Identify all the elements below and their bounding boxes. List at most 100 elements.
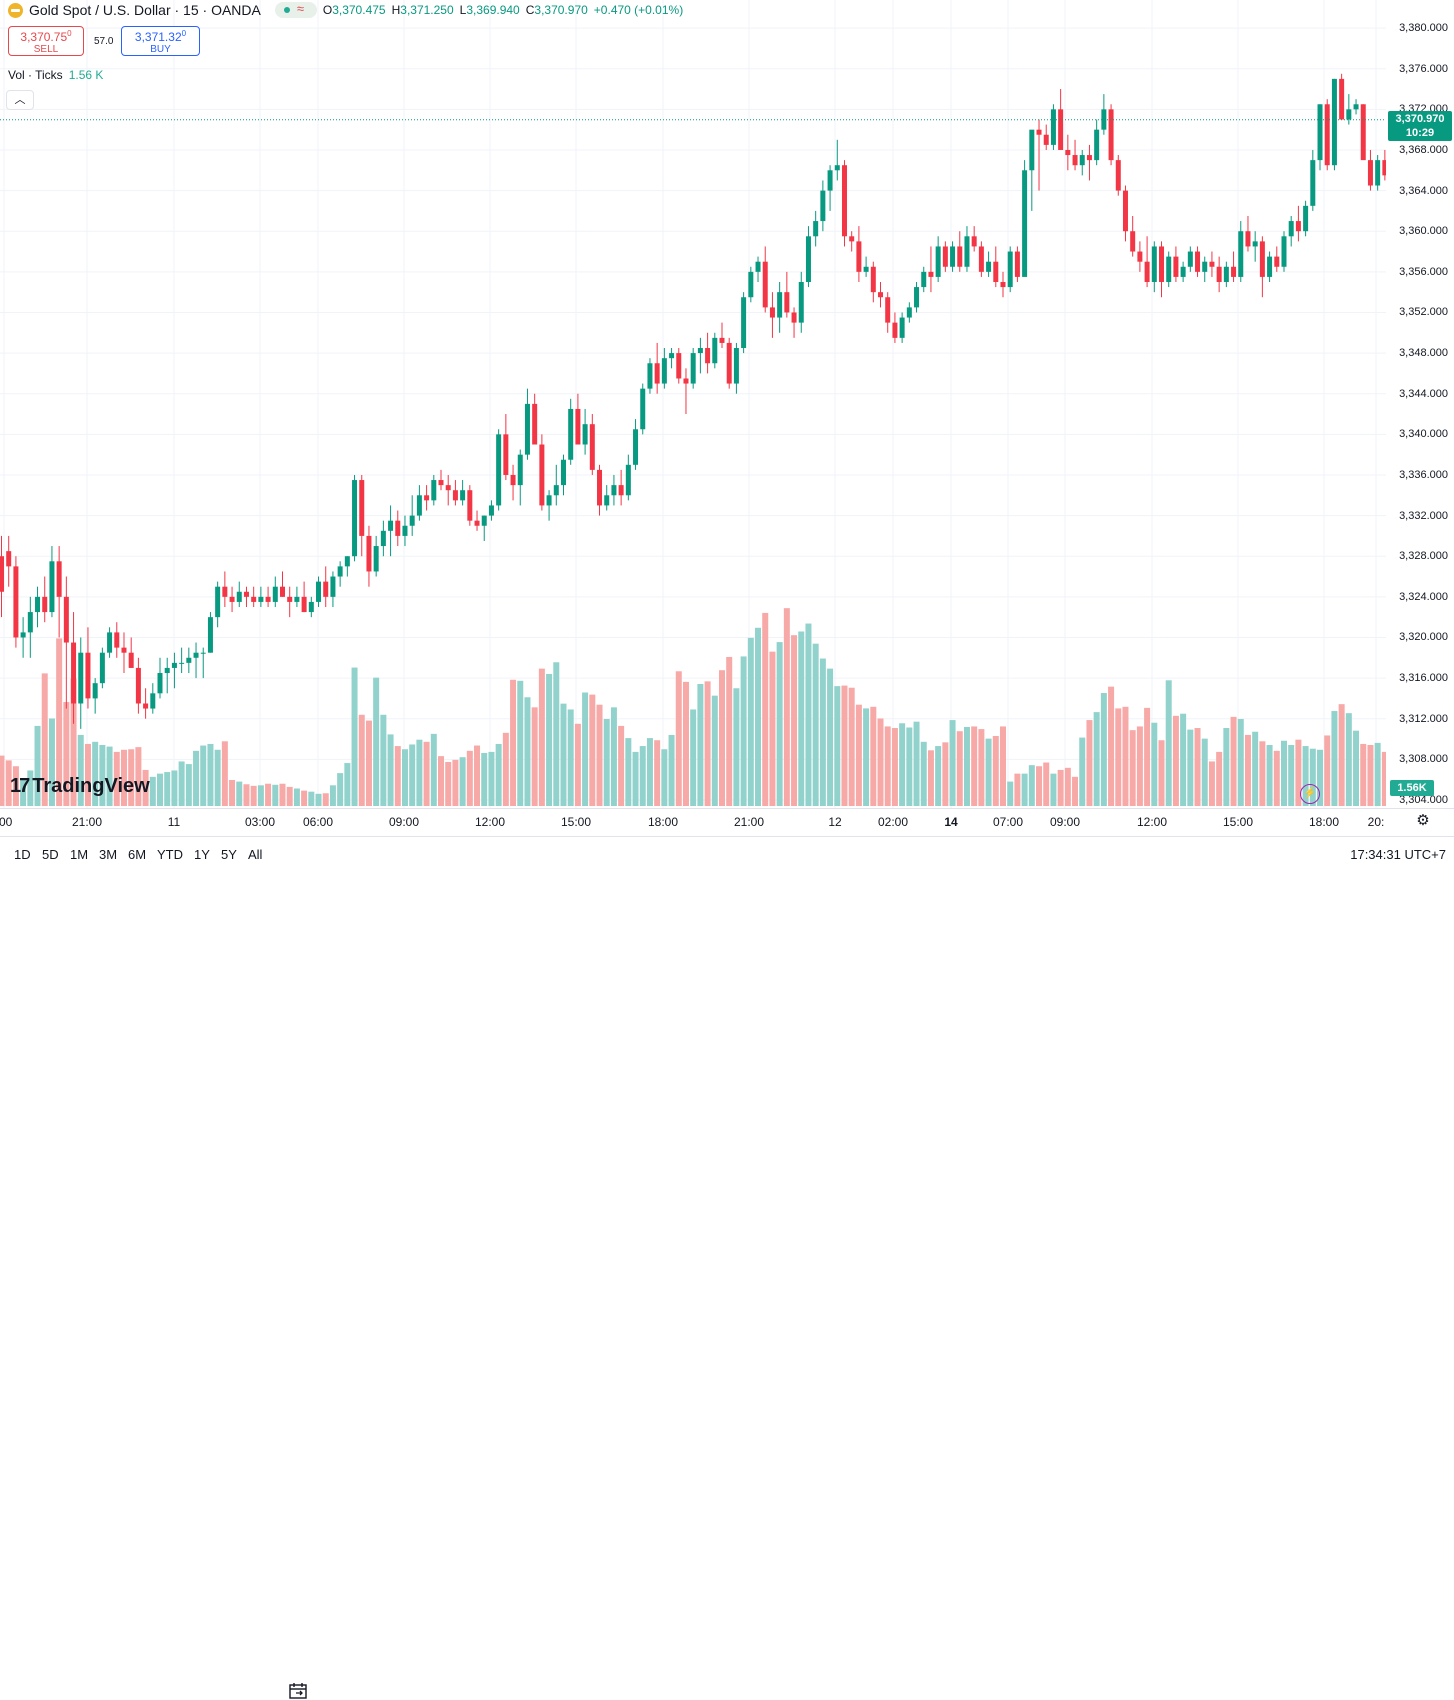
time-axis[interactable]: :00 21:00 11 03:00 06:00 09:00 12:00 15:00 18:00… — [0, 808, 1454, 836]
price-tick-label: 3,324.000 — [1399, 590, 1448, 603]
candle — [690, 348, 696, 389]
candle — [1317, 104, 1323, 171]
candle — [993, 246, 999, 288]
volume-bar — [1208, 761, 1215, 806]
grid — [0, 0, 1386, 808]
candle — [1043, 124, 1049, 150]
price-tick-label: 3,316.000 — [1399, 672, 1448, 685]
candle — [640, 383, 646, 435]
volume-bar — [92, 741, 99, 806]
volume-bar — [567, 709, 574, 806]
range-button-1m[interactable]: 1M — [70, 847, 89, 862]
price-tick-label: 3,364.000 — [1399, 184, 1448, 197]
buy-button[interactable]: 3,371.320 BUY — [121, 26, 200, 56]
volume-bar — [956, 731, 963, 806]
volume-bar — [531, 707, 538, 806]
volume-bar — [963, 726, 970, 806]
candle — [741, 292, 747, 354]
candle — [654, 342, 660, 394]
calendar-range-icon[interactable] — [288, 1682, 310, 1700]
price-tick-label: 3,312.000 — [1399, 712, 1448, 725]
range-button-1y[interactable]: 1Y — [194, 847, 210, 862]
market-status-badge[interactable]: ≈ — [274, 1, 317, 18]
volume-bar — [1036, 766, 1043, 806]
candle — [78, 637, 84, 729]
volume-bar — [1064, 767, 1071, 806]
chart-canvas[interactable] — [0, 0, 1386, 808]
candle — [488, 500, 494, 521]
last-price-value: 3,370.970 — [1395, 112, 1445, 125]
flash-icon[interactable]: ⚡ — [1300, 784, 1320, 804]
volume-bar — [113, 751, 120, 806]
candle — [870, 261, 876, 303]
volume-bar — [365, 720, 372, 806]
time-tick-label: 12:00 — [1136, 815, 1168, 829]
volume-bar — [34, 725, 41, 806]
candle — [712, 332, 718, 369]
range-button-5y[interactable]: 5Y — [221, 847, 237, 862]
candle — [813, 210, 819, 247]
volume-bar — [387, 734, 394, 806]
gear-icon[interactable]: ⚙ — [1416, 812, 1430, 829]
range-button-1d[interactable]: 1D — [14, 847, 31, 862]
volume-bar — [661, 749, 668, 806]
price-tick-label: 3,308.000 — [1399, 753, 1448, 766]
volume-bar — [863, 708, 870, 806]
candle — [820, 180, 826, 232]
tradingview-logo-text: TradingView — [32, 774, 150, 797]
candle — [503, 414, 509, 481]
candle — [1238, 221, 1244, 282]
tradingview-logo[interactable]: 17 TradingView — [10, 773, 150, 799]
range-button-ytd[interactable]: YTD — [157, 847, 183, 862]
candle — [243, 586, 249, 607]
volume-bar — [1180, 713, 1187, 806]
chart-area[interactable]: Gold Spot / U.S. Dollar · 15 · OANDA ≈ O… — [0, 0, 1386, 808]
volume-bar — [474, 745, 481, 806]
volume-bar — [193, 750, 200, 806]
volume-bar — [438, 756, 445, 806]
candle — [128, 637, 134, 668]
candle — [1339, 73, 1345, 120]
range-button-5d[interactable]: 5D — [42, 847, 59, 862]
candle — [921, 266, 927, 293]
candle — [849, 231, 855, 252]
collapse-legend-button[interactable]: ︿ — [6, 90, 34, 110]
time-tick-label: 15:00 — [1222, 815, 1254, 829]
volume-bar — [992, 735, 999, 806]
volume-bar — [149, 776, 156, 806]
candle — [272, 576, 278, 607]
candle — [1202, 256, 1208, 282]
time-tick-label: 12:00 — [474, 815, 506, 829]
volume-bar — [373, 677, 380, 806]
price-axis[interactable]: 3,380.000 3,376.000 3,372.000 3,368.000 3,36… — [1386, 0, 1454, 808]
candle — [474, 510, 480, 531]
ohlc-open: O3,370.475 — [322, 3, 386, 17]
clock-timezone[interactable]: 17:34:31 UTC+7 — [1350, 847, 1446, 862]
candle — [150, 683, 156, 714]
volume-bar — [164, 772, 171, 806]
range-button-6m[interactable]: 6M — [128, 847, 147, 862]
symbol-title[interactable]: Gold Spot / U.S. Dollar · 15 · OANDA — [29, 2, 261, 18]
price-tick-label: 3,304.000 — [1399, 793, 1448, 806]
candle — [892, 312, 898, 343]
candle — [301, 581, 307, 613]
volume-bar — [20, 780, 27, 806]
time-tick-label: 09:00 — [388, 815, 420, 829]
time-tick-label: 21:00 — [733, 815, 765, 829]
volume-legend[interactable]: Vol · Ticks 1.56 K — [8, 68, 103, 82]
volume-bar — [178, 761, 185, 806]
candle — [856, 226, 862, 282]
volume-legend-value: 1.56 K — [68, 68, 104, 82]
buy-price: 3,371.32 — [134, 30, 182, 44]
candle — [359, 474, 365, 557]
sell-button[interactable]: 3,370.750 SELL — [8, 26, 84, 56]
volume-bar — [128, 749, 135, 806]
volume-bar — [935, 746, 942, 806]
volume-bar — [1309, 748, 1316, 806]
volume-bar — [1280, 740, 1287, 806]
volume-bar — [157, 773, 164, 806]
range-button-all[interactable]: All — [248, 847, 263, 862]
buy-price-sup: 0 — [181, 29, 187, 38]
volume-bar — [632, 751, 639, 806]
range-button-3m[interactable]: 3M — [99, 847, 118, 862]
